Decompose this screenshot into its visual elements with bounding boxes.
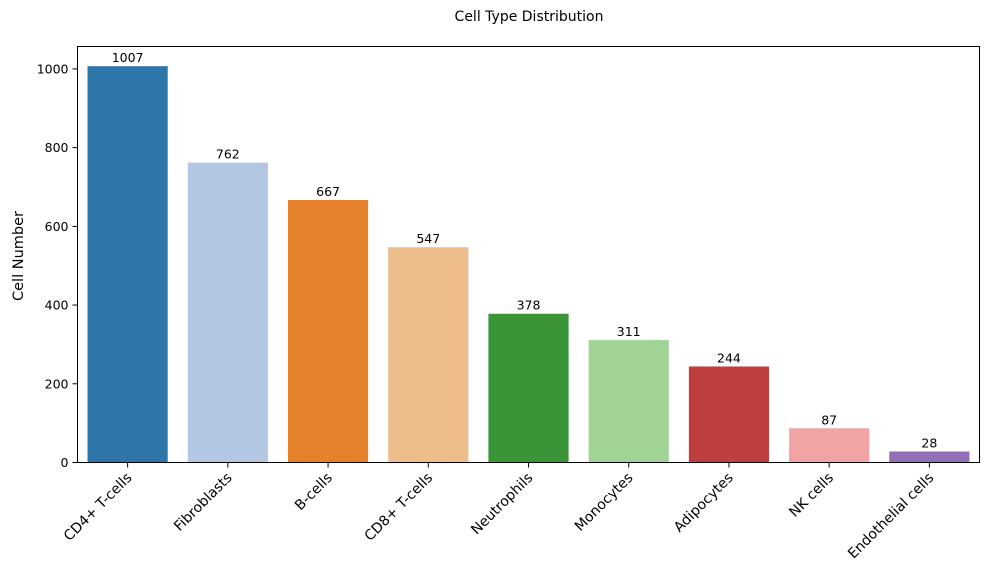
bar-5 [588, 340, 669, 463]
y-tick-label-3: 600 [45, 219, 69, 234]
x-tick-label-5: Monocytes [572, 470, 637, 535]
x-tick-label-4: Neutrophils [468, 470, 536, 538]
x-tick-label-2: B-cells [292, 470, 336, 514]
y-tick-label-0: 0 [61, 455, 69, 470]
data-labels-group: 1007 762 667 547 378 311 244 87 28 [112, 50, 938, 450]
bar-2 [287, 199, 369, 463]
data-label-2: 667 [316, 184, 340, 199]
data-label-1: 762 [216, 147, 240, 162]
x-tick-label-3: CD8+ T-cells [362, 470, 437, 545]
bar-8 [889, 451, 970, 463]
data-label-5: 311 [617, 324, 641, 339]
bar-1 [187, 162, 268, 463]
x-tick-label-1: Fibroblasts [171, 470, 236, 535]
data-label-7: 87 [821, 412, 837, 427]
bar-3 [388, 247, 469, 463]
data-label-8: 28 [921, 435, 937, 450]
plot-frame [77, 46, 980, 463]
bar-6 [688, 366, 770, 463]
data-label-4: 378 [517, 298, 541, 313]
y-axis-label: Cell Number [11, 211, 27, 301]
y-tick-label-5: 1000 [37, 61, 69, 76]
y-axis-ticks: 0 200 400 600 800 1000 [37, 61, 78, 470]
data-label-3: 547 [416, 231, 440, 246]
y-tick-label-4: 800 [45, 140, 69, 155]
data-label-6: 244 [717, 350, 741, 365]
x-tick-label-7: NK cells [786, 470, 837, 521]
bar-4 [488, 313, 569, 463]
x-tick-label-0: CD4+ T-cells [61, 470, 136, 545]
x-tick-label-8: Endothelial cells [845, 470, 937, 562]
x-tick-label-6: Adipocytes [671, 470, 737, 536]
bar-7 [789, 428, 870, 463]
chart-title: Cell Type Distribution [455, 9, 604, 25]
y-tick-label-1: 200 [45, 376, 69, 391]
x-axis-ticks: CD4+ T-cells Fibroblasts B-cells CD8+ T-cel… [61, 462, 937, 562]
bar-0 [87, 66, 168, 463]
y-tick-label-2: 400 [45, 298, 69, 313]
bars-group [87, 66, 970, 463]
data-label-0: 1007 [112, 50, 144, 65]
